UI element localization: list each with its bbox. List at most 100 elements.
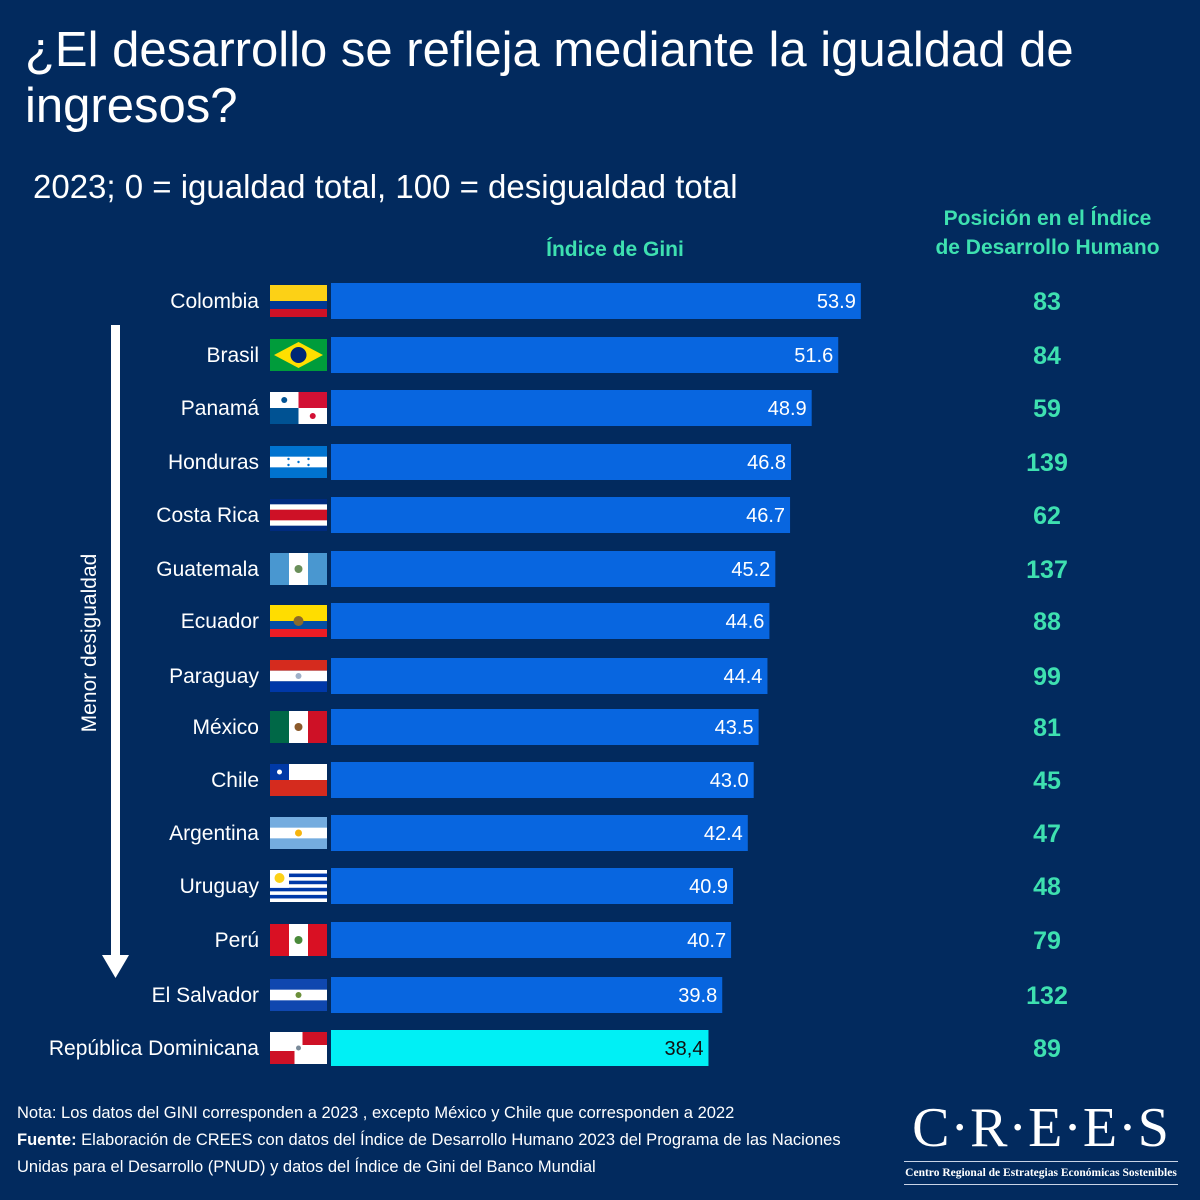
bar-value-label: 53.9: [817, 291, 856, 313]
footer-note: Nota: Los datos del GINI corresponden a …: [17, 1104, 735, 1122]
idh-header-line1: Posición en el Índice: [943, 207, 1152, 230]
footer-source-label: Fuente:: [17, 1131, 77, 1149]
peru-flag-icon: [270, 924, 327, 956]
idh-header-line2: de Desarrollo Humano: [935, 236, 1160, 259]
gini-bar: [331, 1030, 709, 1066]
footer-source: Fuente: Elaboración de CREES con datos d…: [17, 1127, 887, 1181]
uruguay-flag-icon: [270, 870, 327, 902]
logo-divider: [904, 1184, 1178, 1185]
chart-row: Perú 40.7 79: [215, 922, 1061, 958]
costa-rica-flag-icon: [270, 499, 327, 531]
country-label: Honduras: [168, 451, 259, 474]
gini-bar: [331, 603, 770, 639]
chart-row: Colombia 53.9 83: [170, 283, 1061, 319]
country-label: Perú: [215, 929, 259, 952]
chart-row: Brasil 51.6 84: [206, 337, 1061, 373]
gini-bar: [331, 868, 734, 904]
footer-source-text: Elaboración de CREES con datos del Índic…: [17, 1131, 841, 1176]
country-label: México: [192, 716, 259, 739]
arrow-head-icon: [102, 955, 129, 978]
panama-flag-icon: [270, 392, 327, 424]
bar-value-label: 43.0: [710, 770, 749, 792]
arrow-shaft: [111, 325, 120, 957]
chart-row: Uruguay 40.9 48: [180, 868, 1061, 904]
idh-rank-value: 48: [1033, 873, 1061, 901]
gini-bar: [331, 444, 792, 480]
chart-row: Paraguay 44.4 99: [169, 658, 1061, 694]
chile-flag-icon: [270, 764, 327, 796]
country-label: Ecuador: [181, 610, 259, 633]
country-label: República Dominicana: [49, 1037, 259, 1060]
footer-notes: Nota: Los datos del GINI corresponden a …: [17, 1100, 887, 1181]
idh-column-header: Posición en el Índice de Desarrollo Huma…: [910, 204, 1185, 262]
mexico-flag-icon: [270, 711, 327, 743]
chart-row: El Salvador 39.8 132: [152, 977, 1068, 1013]
crees-logo: C·R·E·E·S Centro Regional de Estrategias…: [900, 1098, 1182, 1188]
idh-rank-value: 59: [1033, 395, 1061, 423]
gini-bar: [331, 922, 732, 958]
republica-dominicana-flag-icon: [270, 1032, 327, 1064]
bar-value-label: 48.9: [768, 398, 807, 420]
gini-bar: [331, 551, 776, 587]
paraguay-flag-icon: [270, 660, 327, 692]
idh-rank-value: 139: [1026, 449, 1068, 477]
logo-subtitle: Centro Regional de Estrategias Económica…: [905, 1167, 1177, 1179]
page-title: ¿El desarrollo se refleja mediante la ig…: [25, 23, 1074, 133]
less-inequality-arrow: Menor desigualdad: [78, 325, 129, 978]
bar-value-label: 39.8: [678, 985, 717, 1007]
country-label: Paraguay: [169, 665, 259, 688]
country-label: Panamá: [181, 397, 260, 420]
idh-rank-value: 62: [1033, 502, 1061, 530]
country-label: Uruguay: [180, 875, 260, 898]
chart-row: Panamá 48.9 59: [181, 390, 1061, 426]
bar-value-label: 46.7: [746, 505, 785, 527]
bar-value-label: 40.7: [687, 930, 726, 952]
subtitle: 2023; 0 = igualdad total, 100 = desigual…: [33, 168, 738, 205]
idh-rank-value: 132: [1026, 982, 1068, 1010]
chart-row: República Dominicana 38,4 89: [49, 1030, 1061, 1066]
chart-row: Chile 43.0 45: [211, 762, 1061, 798]
country-label: Argentina: [169, 822, 259, 845]
argentina-flag-icon: [270, 817, 327, 849]
bar-value-label: 44.6: [725, 611, 764, 633]
logo-divider: [904, 1161, 1178, 1162]
bar-value-label: 51.6: [794, 345, 833, 367]
bar-value-label: 45.2: [731, 559, 770, 581]
chart-row: Guatemala 45.2 137: [156, 551, 1068, 587]
bar-value-label: 44.4: [724, 666, 763, 688]
bar-value-label: 40.9: [689, 876, 728, 898]
idh-rank-value: 88: [1033, 608, 1061, 636]
chart-row: Ecuador 44.6 88: [181, 603, 1061, 639]
gini-bar: [331, 497, 791, 533]
gini-bar: [331, 337, 839, 373]
country-label: Brasil: [206, 344, 259, 367]
guatemala-flag-icon: [270, 553, 327, 585]
gini-column-header: Índice de Gini: [546, 238, 684, 261]
gini-bar: [331, 283, 861, 319]
idh-rank-value: 137: [1026, 556, 1068, 584]
country-label: Chile: [211, 769, 259, 792]
honduras-flag-icon: [270, 446, 327, 478]
idh-rank-value: 84: [1033, 342, 1061, 370]
country-label: Guatemala: [156, 558, 259, 581]
logo-wordmark: C·R·E·E·S: [912, 1097, 1170, 1159]
gini-bar: [331, 390, 812, 426]
gini-bar: [331, 815, 748, 851]
bar-value-label: 46.8: [747, 452, 786, 474]
bar-value-label: 38,4: [665, 1038, 704, 1060]
idh-rank-value: 47: [1033, 820, 1061, 848]
idh-rank-value: 81: [1033, 714, 1061, 742]
chart-row: México 43.5 81: [192, 709, 1061, 745]
idh-rank-value: 89: [1033, 1035, 1061, 1063]
idh-rank-value: 79: [1033, 927, 1061, 955]
chart-row: Honduras 46.8 139: [168, 444, 1068, 480]
gini-bar: [331, 977, 723, 1013]
idh-rank-value: 99: [1033, 663, 1061, 691]
bar-value-label: 42.4: [704, 823, 743, 845]
chart-row: Costa Rica 46.7 62: [156, 497, 1061, 533]
country-label: Colombia: [170, 290, 259, 313]
country-label: Costa Rica: [156, 504, 259, 527]
idh-rank-value: 83: [1033, 288, 1061, 316]
bar-value-label: 43.5: [715, 717, 754, 739]
